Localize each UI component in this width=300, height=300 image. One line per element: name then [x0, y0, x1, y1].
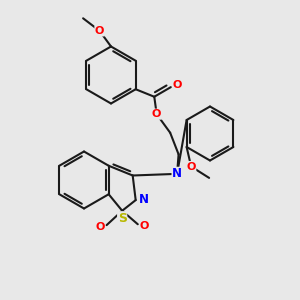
Text: S: S	[118, 212, 127, 225]
Text: O: O	[95, 222, 105, 232]
Text: O: O	[140, 221, 149, 231]
Text: O: O	[186, 161, 196, 172]
Text: N: N	[172, 167, 182, 180]
Text: O: O	[173, 80, 182, 90]
Text: N: N	[139, 193, 149, 206]
Text: O: O	[152, 109, 161, 119]
Text: O: O	[95, 26, 104, 36]
